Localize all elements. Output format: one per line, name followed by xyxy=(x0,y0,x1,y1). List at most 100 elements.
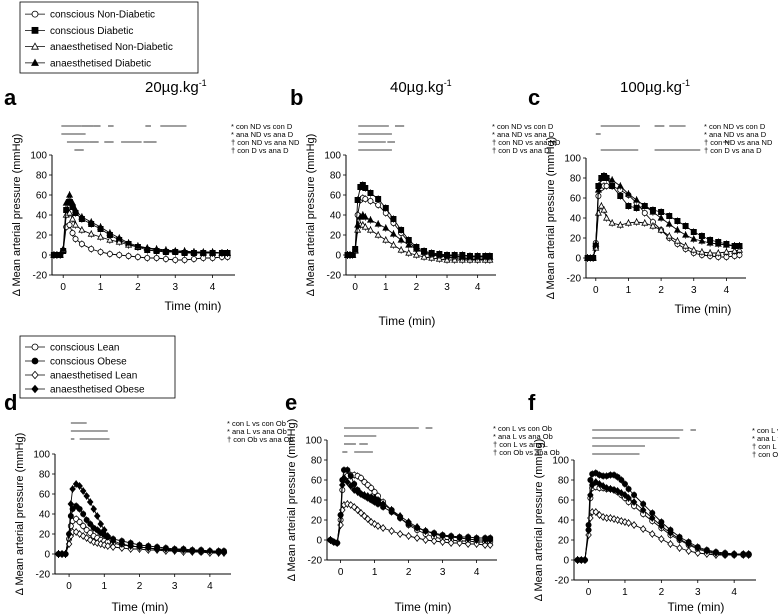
data-point xyxy=(624,219,632,226)
data-point xyxy=(603,214,611,221)
data-point xyxy=(62,199,70,206)
data-point xyxy=(66,209,74,216)
data-point xyxy=(464,535,472,543)
data-point xyxy=(127,542,134,550)
significance-label: * ana L vs ana Ob xyxy=(752,434,778,443)
panel-letter: a xyxy=(4,85,17,110)
data-point xyxy=(86,536,94,544)
data-point xyxy=(197,547,205,555)
data-point xyxy=(340,474,348,482)
data-point xyxy=(600,206,608,213)
series-conscious-diabetic xyxy=(344,181,493,260)
legend-label: anaesthetised Diabetic xyxy=(50,58,151,69)
significance-label: † con Ob vs ana Ob xyxy=(493,448,560,457)
data-point xyxy=(594,186,602,193)
data-point xyxy=(458,253,466,260)
data-point xyxy=(676,535,683,543)
y-tick-label: 40 xyxy=(36,211,48,222)
data-point xyxy=(327,536,334,544)
y-tick-label: 40 xyxy=(311,496,323,507)
data-point xyxy=(682,222,689,229)
x-tick-label: 3 xyxy=(440,567,446,578)
data-point xyxy=(486,253,494,260)
data-point xyxy=(624,190,632,197)
data-point xyxy=(209,249,217,256)
x-tick-label: 1 xyxy=(101,581,107,592)
data-point xyxy=(412,251,420,258)
data-point xyxy=(388,506,395,514)
data-point xyxy=(706,239,714,246)
data-point xyxy=(633,204,640,211)
data-point xyxy=(86,498,94,506)
data-point xyxy=(366,216,375,223)
data-point xyxy=(364,492,372,500)
y-tick-label: 100 xyxy=(324,151,341,162)
data-point xyxy=(162,247,170,254)
data-point xyxy=(125,239,133,246)
data-point xyxy=(745,550,752,558)
data-point xyxy=(97,223,105,230)
data-point xyxy=(731,247,739,254)
data-point xyxy=(667,540,674,548)
data-point xyxy=(721,550,729,558)
significance-label: * ana L vs ana Ob xyxy=(227,427,287,436)
data-point xyxy=(413,523,421,531)
panel-c: c 100µg.kg-1 -20 0 20 40 60 80 100 0 1 2 3 4 Time (min… xyxy=(528,78,773,316)
data-point xyxy=(698,237,706,244)
significance-label: † con L vs ana L xyxy=(493,440,548,449)
data-point xyxy=(97,248,104,255)
data-point xyxy=(657,214,665,221)
data-point xyxy=(422,536,429,544)
x-tick-label: 1 xyxy=(383,282,389,293)
data-point xyxy=(62,550,69,558)
data-point xyxy=(641,209,648,216)
data-point xyxy=(633,196,641,203)
data-point xyxy=(594,209,602,216)
data-point xyxy=(382,204,389,211)
data-point xyxy=(597,202,605,209)
data-point xyxy=(66,221,73,228)
data-point xyxy=(337,511,344,519)
data-point xyxy=(616,182,624,189)
data-point xyxy=(658,522,665,530)
x-tick-label: 2 xyxy=(659,587,665,598)
data-point xyxy=(218,249,226,256)
panel-letter: b xyxy=(290,85,303,110)
data-point xyxy=(361,213,369,220)
data-point xyxy=(78,213,86,220)
data-point xyxy=(333,539,341,547)
data-point xyxy=(389,230,397,237)
data-point xyxy=(690,246,698,253)
x-tick-label: 0 xyxy=(338,567,344,578)
data-point xyxy=(354,506,361,514)
data-point xyxy=(347,501,355,509)
data-point xyxy=(398,226,405,233)
x-tick-label: 3 xyxy=(172,581,178,592)
data-point xyxy=(350,503,358,511)
data-point xyxy=(67,500,75,508)
x-tick-label: 4 xyxy=(724,285,730,296)
data-point xyxy=(351,246,359,253)
data-point xyxy=(101,541,108,549)
y-axis-label: Δ Mean arterial pressure (mmHg) xyxy=(545,137,557,300)
data-point xyxy=(361,223,369,230)
data-point xyxy=(69,485,76,493)
legend-marker-diamond-filled xyxy=(31,384,39,394)
data-point xyxy=(145,544,152,552)
legend-label: anaesthetised Non-Diabetic xyxy=(50,42,173,53)
data-point xyxy=(658,208,665,215)
y-tick-label: 100 xyxy=(305,436,322,447)
data-point xyxy=(731,242,739,249)
y-tick-label: 80 xyxy=(570,174,582,185)
x-tick-label: 0 xyxy=(593,285,599,296)
data-point xyxy=(71,206,80,213)
data-point xyxy=(109,537,117,545)
data-point xyxy=(106,236,114,243)
data-point xyxy=(466,253,474,260)
data-point xyxy=(722,241,730,248)
data-point xyxy=(364,515,372,523)
data-point xyxy=(367,197,374,204)
data-point xyxy=(180,546,187,554)
data-point xyxy=(390,215,397,222)
data-point xyxy=(596,480,603,488)
